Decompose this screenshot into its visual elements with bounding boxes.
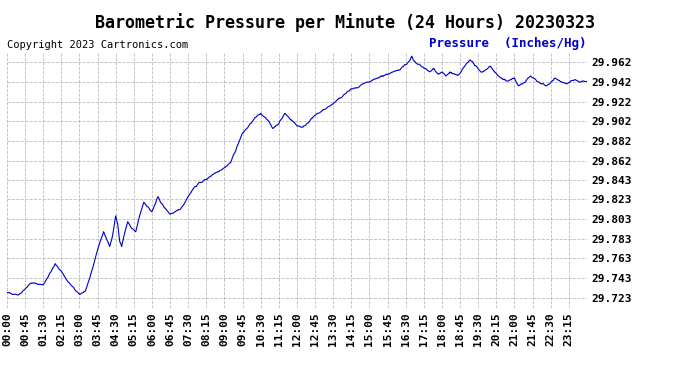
Text: Copyright 2023 Cartronics.com: Copyright 2023 Cartronics.com [7,40,188,50]
Text: Barometric Pressure per Minute (24 Hours) 20230323: Barometric Pressure per Minute (24 Hours… [95,13,595,32]
Text: Pressure  (Inches/Hg): Pressure (Inches/Hg) [429,37,586,50]
